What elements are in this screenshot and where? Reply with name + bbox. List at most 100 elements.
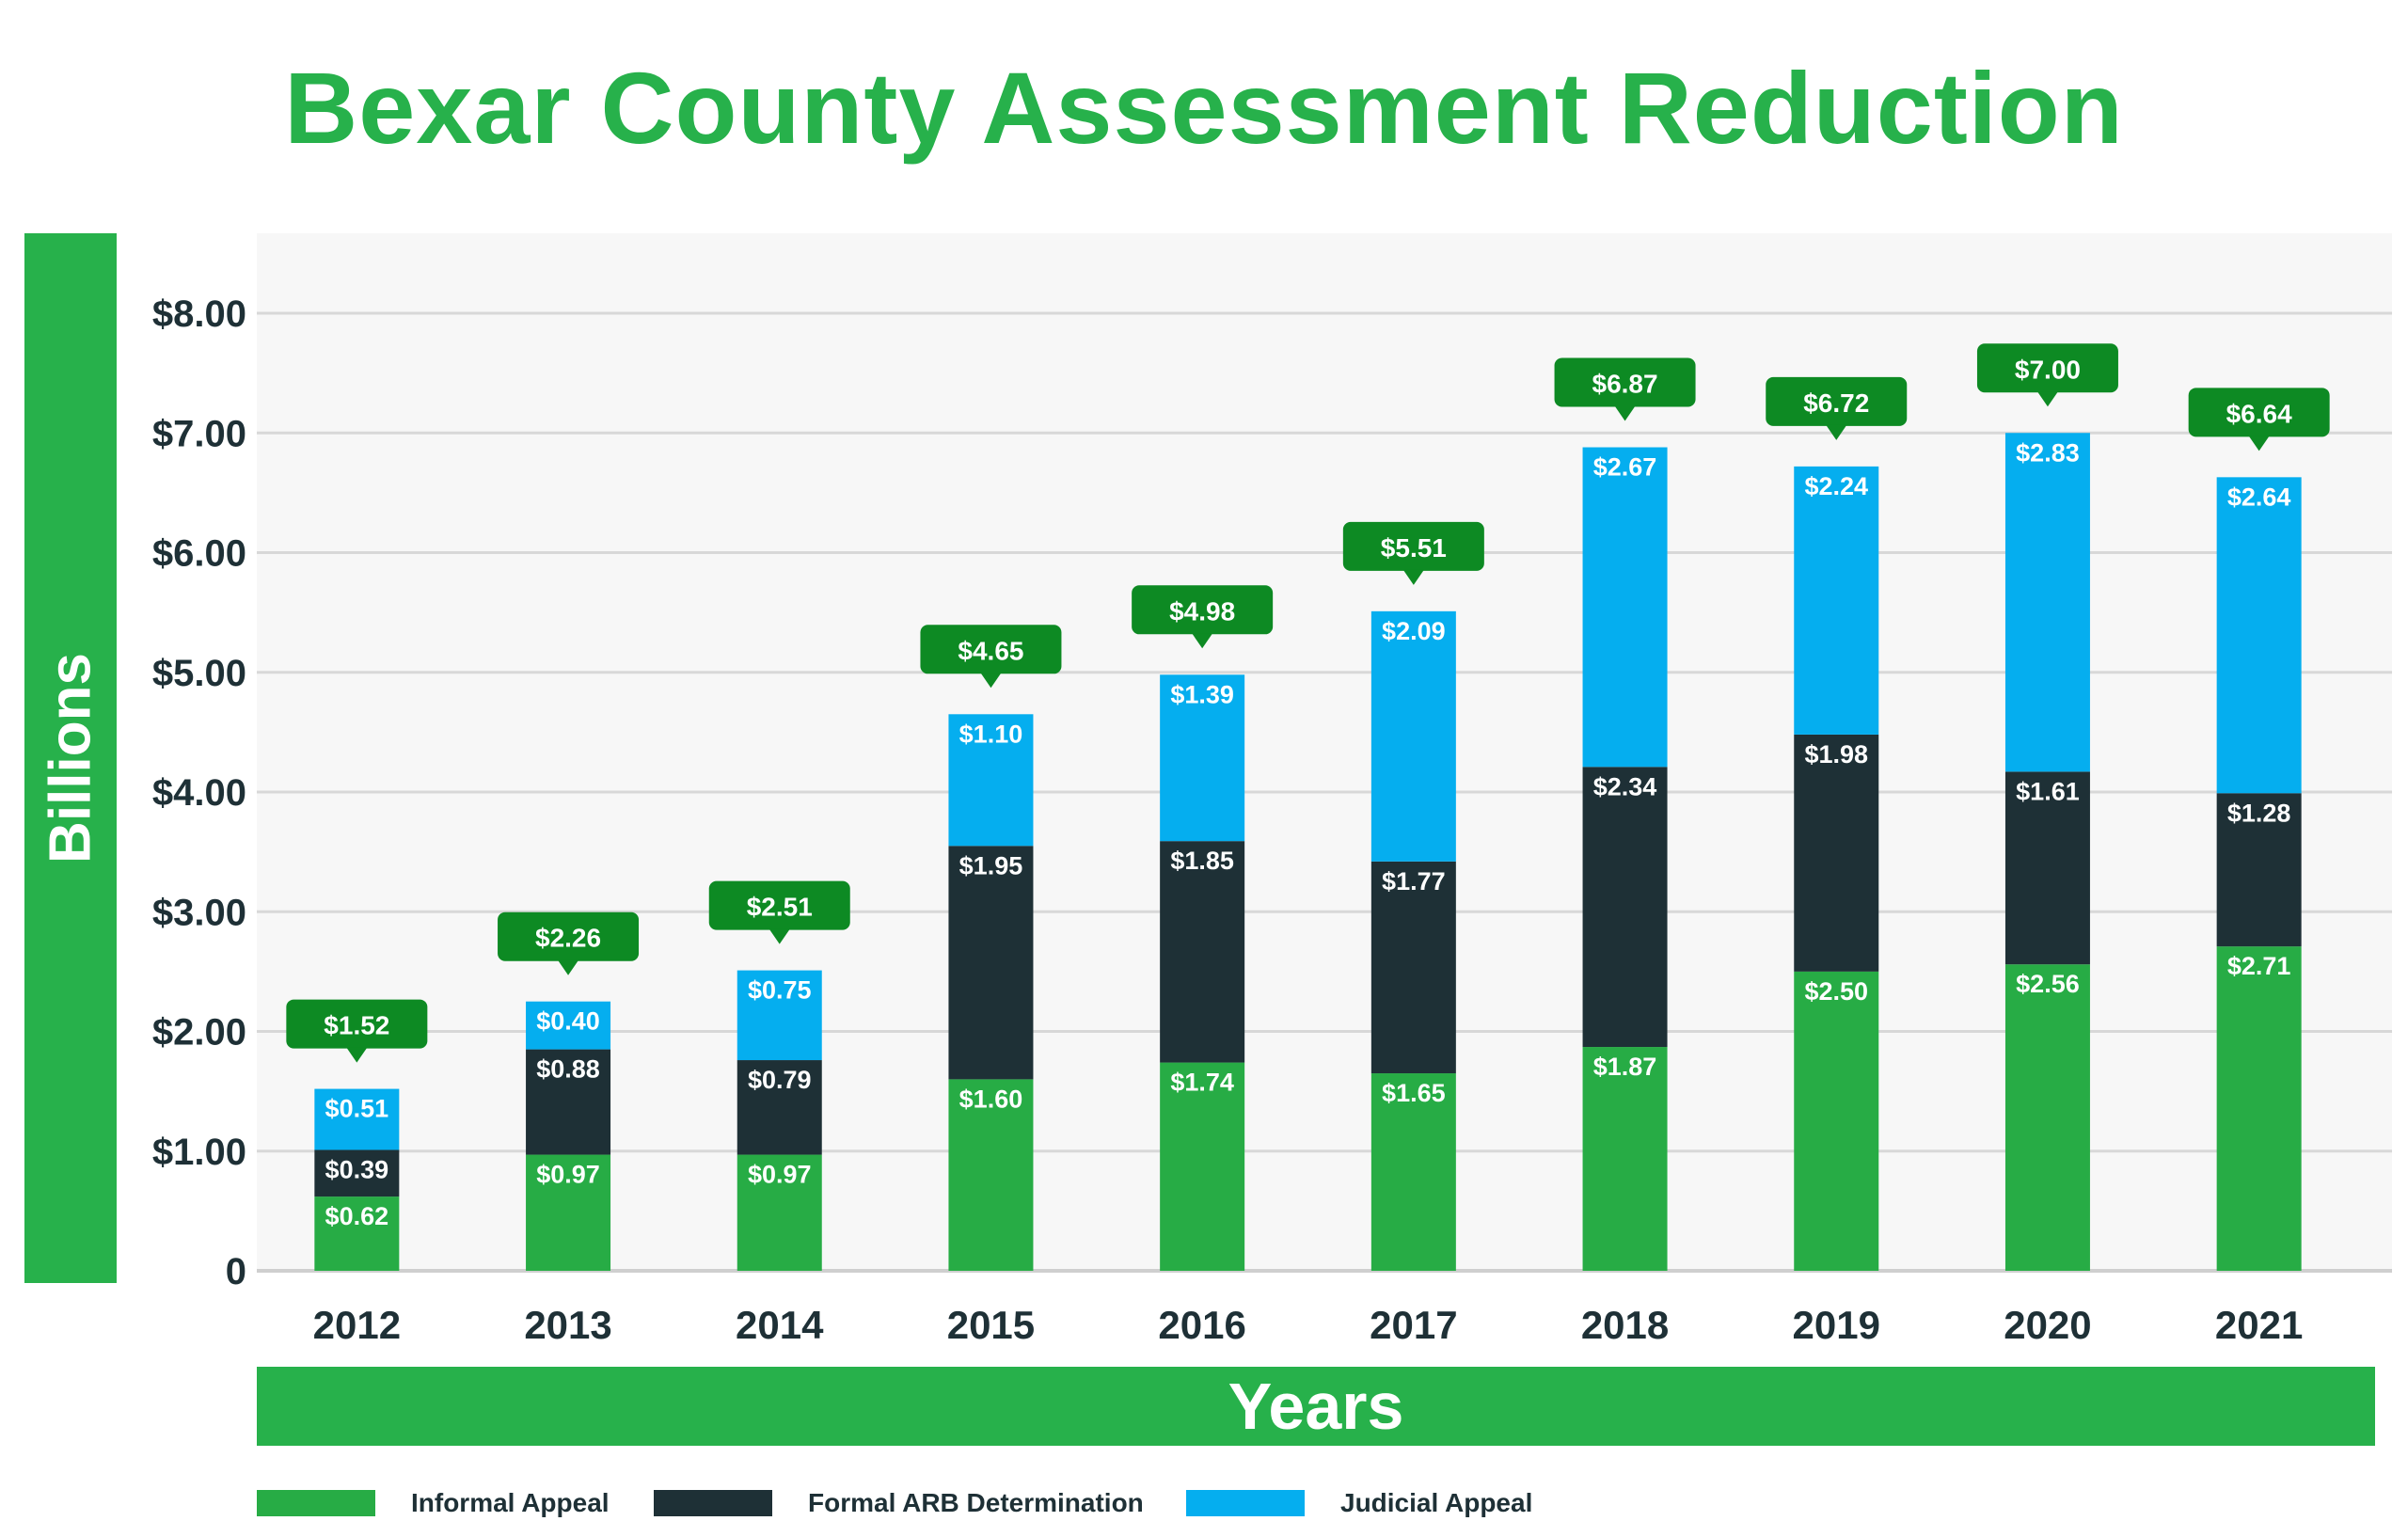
bar-segment xyxy=(2216,477,2302,794)
y-tick-label: 0 xyxy=(226,1251,246,1292)
bar-segment xyxy=(1370,861,1456,1074)
total-badge-pointer xyxy=(2248,436,2270,452)
total-badge-pointer xyxy=(1192,633,1213,649)
bar-segment-label: $2.24 xyxy=(1804,472,1868,500)
total-label: $4.65 xyxy=(958,636,1023,665)
total-badge-pointer xyxy=(1614,405,1636,421)
bar-segment-label: $2.56 xyxy=(2016,970,2080,998)
total-badge-pointer xyxy=(1402,569,1424,585)
bar-segment xyxy=(1794,466,1879,735)
total-label: $2.51 xyxy=(747,893,813,922)
bar-segment-label: $1.10 xyxy=(959,720,1023,748)
x-tick-label: 2014 xyxy=(736,1303,824,1347)
total-badge-pointer xyxy=(346,1047,368,1063)
bar-segment-label: $1.87 xyxy=(1593,1053,1657,1081)
y-axis-label-band xyxy=(24,233,117,1283)
y-tick-label: $7.00 xyxy=(152,413,246,454)
y-tick-label: $6.00 xyxy=(152,533,246,575)
bar-segment xyxy=(1160,674,1245,842)
y-tick-label: $2.00 xyxy=(152,1012,246,1054)
legend-label-judicial-appeal: Judicial Appeal xyxy=(1340,1488,1533,1517)
total-label: $1.52 xyxy=(324,1011,389,1040)
bar-segment xyxy=(1370,1073,1456,1271)
bar-segment xyxy=(948,714,1034,847)
total-badge-pointer xyxy=(1826,424,1847,440)
bar-segment-label: $0.62 xyxy=(325,1202,389,1230)
bar-segment-label: $0.97 xyxy=(748,1161,812,1189)
bar-segment-label: $0.39 xyxy=(325,1155,389,1183)
total-label: $2.26 xyxy=(535,924,601,953)
total-badge xyxy=(1766,376,1908,426)
total-badge-pointer xyxy=(980,673,1002,689)
total-badge xyxy=(286,999,428,1049)
bar-segment xyxy=(737,970,822,1061)
legend-label-informal-appeal: Informal Appeal xyxy=(411,1488,610,1517)
bar-segment xyxy=(526,1049,611,1155)
bar-segment-label: $1.74 xyxy=(1170,1069,1234,1097)
bar-segment-label: $0.51 xyxy=(325,1095,389,1123)
bar-segment-label: $2.71 xyxy=(2227,952,2291,980)
bar-segment-label: $0.75 xyxy=(748,976,812,1005)
bar-segment xyxy=(948,846,1034,1080)
y-tick-label: $8.00 xyxy=(152,293,246,335)
x-tick-label: 2018 xyxy=(1581,1303,1669,1347)
y-tick-label: $3.00 xyxy=(152,892,246,933)
bar-segment xyxy=(1582,1047,1668,1271)
bar-segment-label: $0.97 xyxy=(536,1161,600,1189)
total-label: $6.87 xyxy=(1592,370,1658,399)
chart-title: Bexar County Assessment Reduction xyxy=(284,51,2124,165)
legend-swatch-informal-appeal xyxy=(257,1490,375,1516)
total-label: $6.72 xyxy=(1803,388,1869,418)
bar-segment xyxy=(2216,793,2302,947)
total-badge xyxy=(498,911,640,961)
bar-segment xyxy=(1794,971,1879,1271)
bar-segment-label: $2.64 xyxy=(2227,483,2291,511)
legend-label-formal-arb-determination: Formal ARB Determination xyxy=(808,1488,1144,1517)
x-tick-label: 2015 xyxy=(947,1303,1035,1347)
bar-segment-label: $2.67 xyxy=(1593,453,1657,482)
total-badge xyxy=(1554,357,1696,407)
x-tick-label: 2017 xyxy=(1370,1303,1457,1347)
bar-segment-label: $0.79 xyxy=(748,1066,812,1094)
bar-segment xyxy=(2216,946,2302,1271)
bar-segment xyxy=(314,1196,400,1271)
bar-segment xyxy=(1582,447,1668,768)
bar-segment xyxy=(2004,964,2090,1271)
bar-segment xyxy=(2004,433,2090,772)
bar-segment xyxy=(1370,610,1456,862)
x-tick-label: 2020 xyxy=(2004,1303,2091,1347)
bar-segment xyxy=(314,1149,400,1197)
bar-segment xyxy=(1794,734,1879,972)
bar-segment-label: $2.50 xyxy=(1804,977,1868,1006)
bar-segment-label: $1.61 xyxy=(2016,777,2080,805)
legend-swatch-formal-arb-determination xyxy=(654,1490,772,1516)
total-label: $4.98 xyxy=(1169,596,1235,626)
bar-segment xyxy=(526,1154,611,1271)
x-tick-label: 2021 xyxy=(2215,1303,2303,1347)
x-tick-label: 2019 xyxy=(1793,1303,1880,1347)
bar-segment xyxy=(1160,1062,1245,1271)
bar-segment-label: $2.09 xyxy=(1382,617,1446,645)
total-badge-pointer xyxy=(558,959,579,975)
y-tick-label: $5.00 xyxy=(152,653,246,694)
total-badge xyxy=(1132,585,1274,635)
bar-segment-label: $1.65 xyxy=(1382,1079,1446,1107)
bar-segment-label: $2.34 xyxy=(1593,772,1657,800)
bar-segment-label: $0.88 xyxy=(536,1055,600,1084)
bar-segment-label: $0.40 xyxy=(536,1007,600,1036)
bar-segment xyxy=(737,1060,822,1155)
bar-segment xyxy=(948,1079,1034,1271)
bar-segment xyxy=(314,1088,400,1150)
total-badge-pointer xyxy=(2036,391,2058,407)
bar-segment xyxy=(2004,771,2090,965)
bar-segment-label: $1.95 xyxy=(959,851,1023,879)
total-badge xyxy=(1976,343,2118,393)
total-badge-pointer xyxy=(768,928,790,944)
x-axis-label: Years xyxy=(257,1367,2375,1446)
y-tick-label: $1.00 xyxy=(152,1132,246,1173)
total-badge xyxy=(1342,521,1484,571)
bar-segment xyxy=(1160,841,1245,1063)
total-label: $7.00 xyxy=(2015,355,2081,384)
